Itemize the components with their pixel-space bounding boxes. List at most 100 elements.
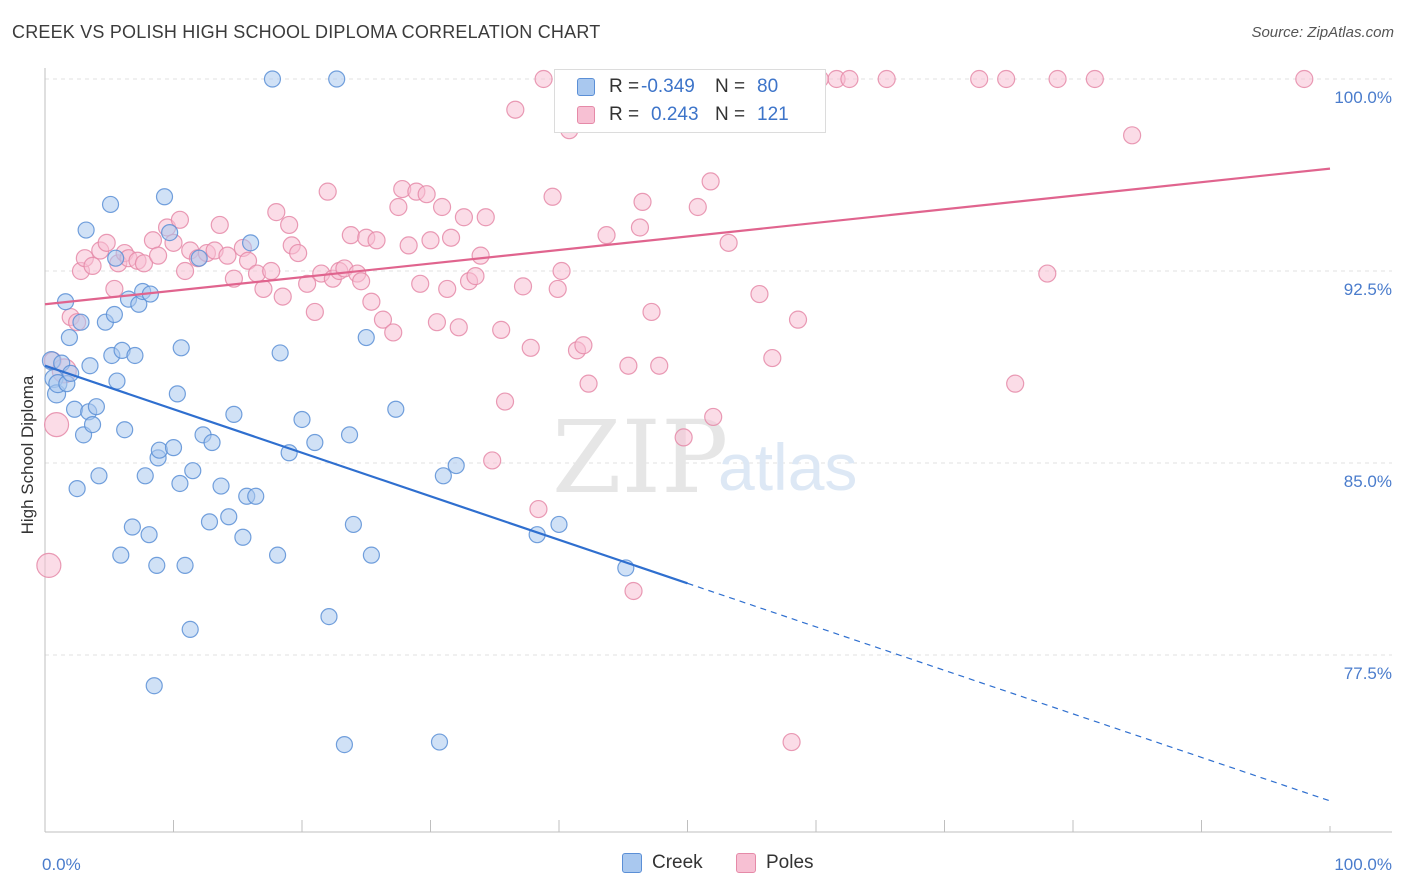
creek-point-67 bbox=[344, 515, 362, 534]
poles-point-55 bbox=[389, 197, 408, 217]
poles-point-0 bbox=[36, 552, 62, 579]
watermark-zip: ZIP bbox=[552, 399, 728, 516]
poles-point-59 bbox=[411, 274, 430, 293]
creek-point-44 bbox=[172, 339, 190, 357]
creek-point-36 bbox=[148, 556, 166, 575]
creek-point-18 bbox=[90, 467, 108, 485]
poles-point-27 bbox=[210, 215, 229, 235]
poles-point-68 bbox=[466, 267, 485, 286]
chart-title: CREEK VS POLISH HIGH SCHOOL DIPLOMA CORR… bbox=[12, 22, 601, 42]
creek-point-52 bbox=[220, 508, 238, 526]
poles-point-61 bbox=[427, 313, 447, 332]
poles-point-116 bbox=[1085, 69, 1104, 89]
creek-point-35 bbox=[145, 677, 163, 695]
poles-point-62 bbox=[432, 197, 452, 217]
poles-point-114 bbox=[1038, 264, 1057, 283]
poles-point-90 bbox=[630, 218, 650, 237]
poles-point-33 bbox=[254, 279, 273, 299]
poles-point-74 bbox=[506, 100, 525, 119]
poles-point-34 bbox=[262, 261, 281, 281]
poles-point-41 bbox=[305, 302, 324, 322]
poles-point-85 bbox=[579, 374, 598, 393]
creek-point-7 bbox=[60, 328, 79, 347]
creek-point-66 bbox=[340, 426, 359, 444]
creek-point-51 bbox=[212, 477, 230, 495]
poles-point-73 bbox=[495, 392, 515, 411]
creek-trend-line bbox=[44, 364, 688, 585]
creek-point-45 bbox=[176, 556, 194, 575]
creek-point-63 bbox=[320, 607, 338, 626]
creek-point-13 bbox=[77, 221, 95, 239]
poles-point-80 bbox=[548, 279, 567, 299]
chart-source: Source: ZipAtlas.com bbox=[1251, 24, 1394, 41]
creek-point-9 bbox=[65, 400, 84, 418]
y-tick-label-2: 92.5% bbox=[1344, 280, 1392, 299]
creek-legend-label: Creek bbox=[652, 852, 703, 873]
creek-point-15 bbox=[81, 357, 99, 375]
poles-point-105 bbox=[782, 732, 801, 752]
poles-point-28 bbox=[218, 246, 237, 265]
y-tick-label-3: 100.0% bbox=[1334, 88, 1392, 107]
creek-point-28 bbox=[123, 518, 141, 536]
poles-point-53 bbox=[373, 310, 393, 329]
legend-row-poles: R = 0.243 N = 121 bbox=[555, 100, 789, 130]
creek-point-70 bbox=[387, 400, 405, 418]
creek-point-62 bbox=[306, 433, 324, 452]
poles-point-84 bbox=[574, 336, 593, 355]
creek-point-61 bbox=[293, 410, 311, 429]
poles-point-54 bbox=[384, 323, 403, 342]
poles-point-109 bbox=[840, 69, 859, 89]
poles-point-22 bbox=[175, 261, 195, 281]
poles-point-11 bbox=[105, 279, 124, 299]
poles-point-8 bbox=[83, 256, 102, 275]
creek-point-41 bbox=[164, 439, 183, 457]
poles-point-110 bbox=[877, 69, 896, 89]
creek-point-46 bbox=[181, 620, 199, 639]
creek-point-20 bbox=[101, 195, 120, 214]
poles-point-69 bbox=[471, 246, 490, 265]
poles-point-97 bbox=[688, 197, 707, 217]
creek-point-29 bbox=[126, 346, 144, 365]
poles-point-113 bbox=[1006, 374, 1025, 393]
poles-point-2 bbox=[43, 412, 70, 438]
poles-legend-swatch bbox=[736, 853, 756, 873]
poles-point-21 bbox=[170, 210, 190, 229]
creek-point-17 bbox=[87, 398, 106, 416]
creek-point-38 bbox=[150, 441, 168, 459]
r-value: -0.349 bbox=[641, 76, 695, 97]
poles-legend-label: Poles bbox=[766, 852, 814, 873]
correlation-legend: R = -0.349 N = 80 R = 0.243 N = 121 bbox=[554, 69, 826, 133]
n-label: N = bbox=[715, 104, 746, 125]
creek-point-26 bbox=[116, 421, 134, 439]
y-tick-label-1: 85.0% bbox=[1344, 472, 1392, 491]
poles-point-66 bbox=[454, 208, 474, 227]
poles-point-95 bbox=[674, 428, 693, 447]
creek-point-69 bbox=[362, 546, 380, 564]
creek-point-43 bbox=[171, 474, 189, 493]
poles-trend-line bbox=[44, 167, 1331, 306]
poles-point-98 bbox=[701, 172, 720, 191]
y-tick-label-0: 77.5% bbox=[1344, 664, 1392, 683]
r-value: 0.243 bbox=[651, 104, 699, 125]
poles-point-72 bbox=[492, 320, 511, 339]
creek-point-11 bbox=[72, 313, 90, 331]
creek-point-71 bbox=[430, 733, 449, 751]
creek-point-54 bbox=[234, 528, 252, 546]
poles-point-36 bbox=[273, 287, 292, 306]
poles-point-100 bbox=[719, 233, 738, 252]
creek-point-77 bbox=[263, 70, 282, 88]
poles-point-75 bbox=[513, 277, 533, 296]
grid-lines bbox=[45, 78, 1392, 656]
poles-point-43 bbox=[318, 182, 337, 201]
poles-point-117 bbox=[1123, 126, 1142, 145]
creek-legend-swatch bbox=[622, 853, 642, 873]
poles-point-104 bbox=[763, 348, 782, 368]
poles-point-35 bbox=[267, 203, 286, 222]
creek-point-78 bbox=[107, 249, 125, 267]
r-label: R = bbox=[609, 104, 640, 125]
poles-point-51 bbox=[362, 292, 381, 311]
poles-point-86 bbox=[597, 226, 616, 245]
creek-point-50 bbox=[203, 433, 221, 452]
poles-point-17 bbox=[143, 231, 163, 250]
